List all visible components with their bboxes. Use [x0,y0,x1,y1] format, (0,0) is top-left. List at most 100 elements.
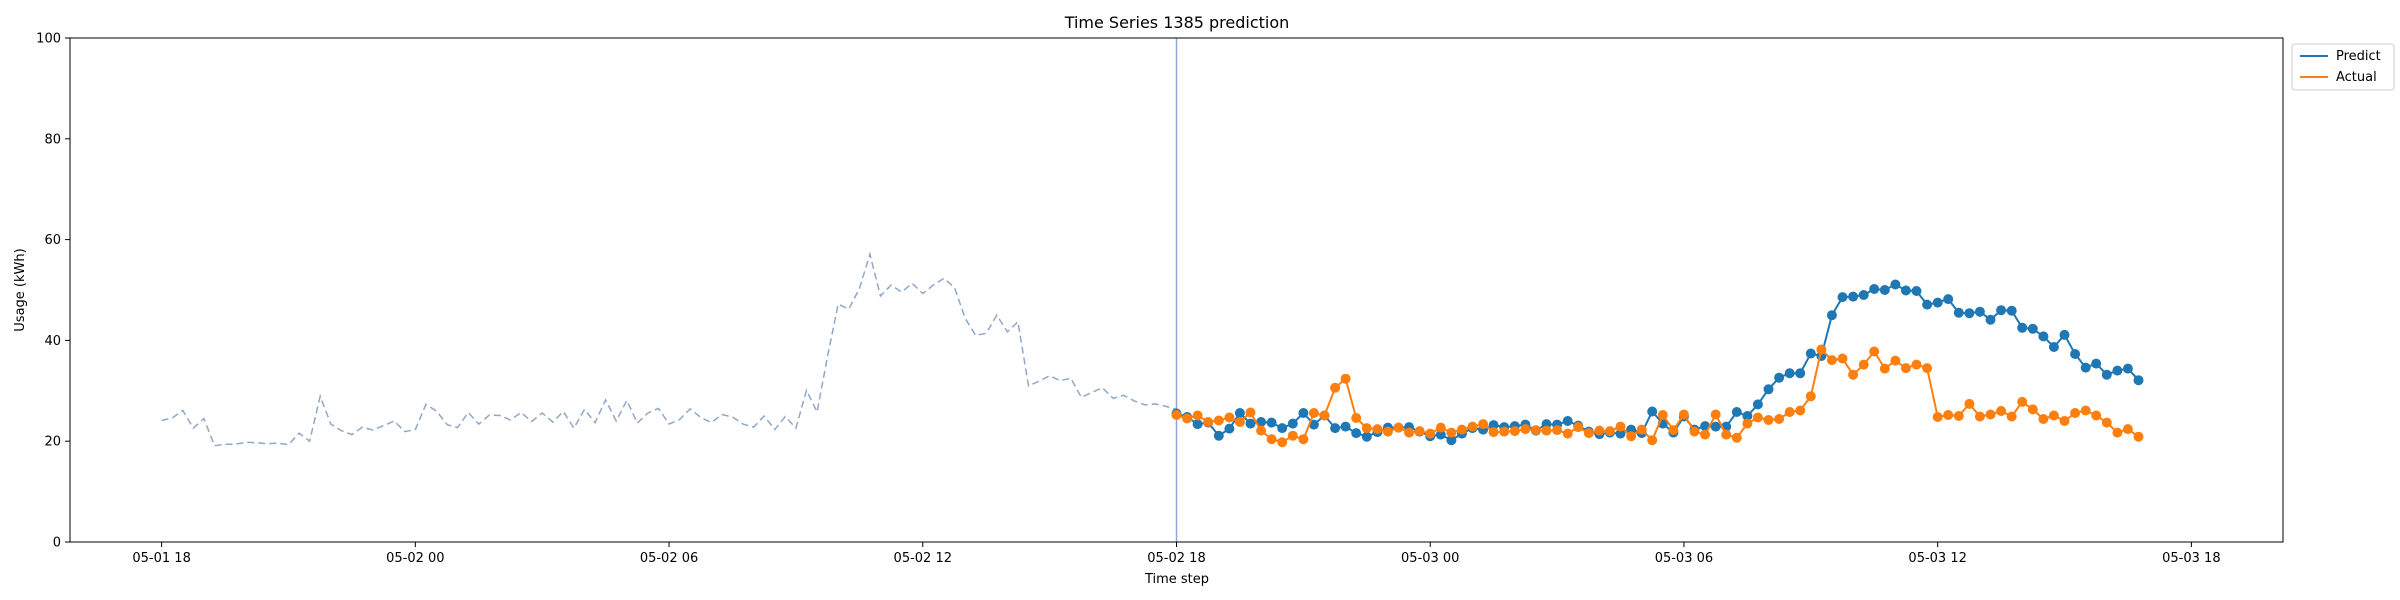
actual-point [1964,398,1975,409]
predict-point [2048,342,2059,352]
actual-point [1657,410,1668,420]
actual-point [1182,413,1193,424]
predict-point [1826,310,1837,321]
predict-point [2006,305,2017,316]
actual-point [1488,427,1499,438]
actual-point [1953,411,1964,421]
actual-point [1826,355,1837,366]
actual-point [1213,415,1224,426]
legend-actual-label: Actual [2336,70,2377,85]
actual-point [1795,405,1806,416]
predict-point [1869,284,1880,294]
predict-point [1224,423,1235,434]
y-tick-label: 100 [36,32,61,47]
actual-point [1393,422,1404,433]
y-tick-label: 40 [44,334,61,349]
y-tick-label: 80 [44,132,61,147]
y-tick-label: 60 [44,233,61,248]
predict-point [1879,285,1890,295]
actual-point [1615,421,1626,432]
chart-title: Time Series 1385 prediction [1064,13,1290,32]
actual-point [1731,432,1742,443]
predict-point [1752,399,1763,410]
legend: Predict Actual [2291,43,2395,91]
actual-point [1626,431,1637,442]
actual-point [2080,405,2091,416]
actual-point [1372,424,1383,435]
actual-point [1425,428,1436,439]
actual-point [1996,406,2007,416]
actual-point [1509,426,1520,437]
predict-point [2027,323,2038,334]
predict-point [1488,420,1499,431]
predict-point [1763,384,1774,395]
actual-point [1869,346,1880,357]
actual-point [1943,410,1954,420]
actual-point [2059,416,2070,426]
x-tick-label: 05-03 00 [1401,551,1459,566]
x-tick-label: 05-02 06 [640,551,698,566]
actual-point [2101,417,2112,428]
predict-point [1900,285,1911,296]
actual-point [2017,396,2028,407]
predict-point [1890,279,1901,290]
predict-point [1446,435,1457,446]
actual-point [1774,414,1785,424]
actual-point [1351,413,1362,423]
plot-area [161,38,2144,542]
actual-point [1171,410,1182,420]
predict-point [1911,286,1922,296]
predict-point [1308,419,1319,430]
predict-point [2080,362,2091,373]
actual-point [1435,422,1446,433]
predict-point [1192,419,1203,430]
actual-point [1404,427,1415,438]
actual-point [1361,423,1372,434]
actual-point [2048,410,2059,421]
actual-point [1985,409,1996,420]
actual-point [1245,407,1256,418]
predict-point [1943,294,1954,305]
actual-point [1192,410,1203,421]
actual-point [2133,431,2144,442]
actual-point [1414,426,1425,437]
actual-point [1456,424,1467,435]
actual-point [1520,424,1531,435]
predict-point [1922,299,1933,310]
predict-point [2038,331,2049,342]
predict-point [1351,428,1362,439]
x-tick-label: 05-01 18 [132,551,190,566]
actual-point [1805,391,1816,402]
actual-point [2038,414,2049,424]
actual-point [1499,426,1510,437]
actual-point [1224,412,1235,423]
predict-point [1710,421,1721,432]
predict-point [2101,369,2112,380]
predict-point [1805,348,1816,359]
predict-point [1615,428,1626,439]
actual-point [1837,353,1848,364]
predict-point [2091,358,2102,369]
predict-point [1435,429,1446,440]
predict-point [1562,416,1573,426]
actual-point [1308,408,1319,418]
actual-point [1647,435,1658,446]
predict-point [1731,407,1742,417]
actual-point [1911,359,1922,370]
actual-point [1234,417,1245,427]
actual-point [1562,428,1573,439]
predict-point [2112,365,2123,376]
x-axis-label: Time step [1144,572,1209,587]
actual-point [1678,409,1689,420]
actual-point [1604,426,1615,437]
actual-point [2091,410,2102,421]
predict-point [1647,406,1658,417]
actual-point [1890,355,1901,366]
actual-point [1932,412,1943,422]
predict-point [1932,297,1943,308]
y-tick-label: 0 [53,536,61,551]
actual-point [1287,430,1298,441]
actual-point [1266,434,1277,445]
actual-point [2070,408,2081,418]
actual-point [1879,363,1890,374]
